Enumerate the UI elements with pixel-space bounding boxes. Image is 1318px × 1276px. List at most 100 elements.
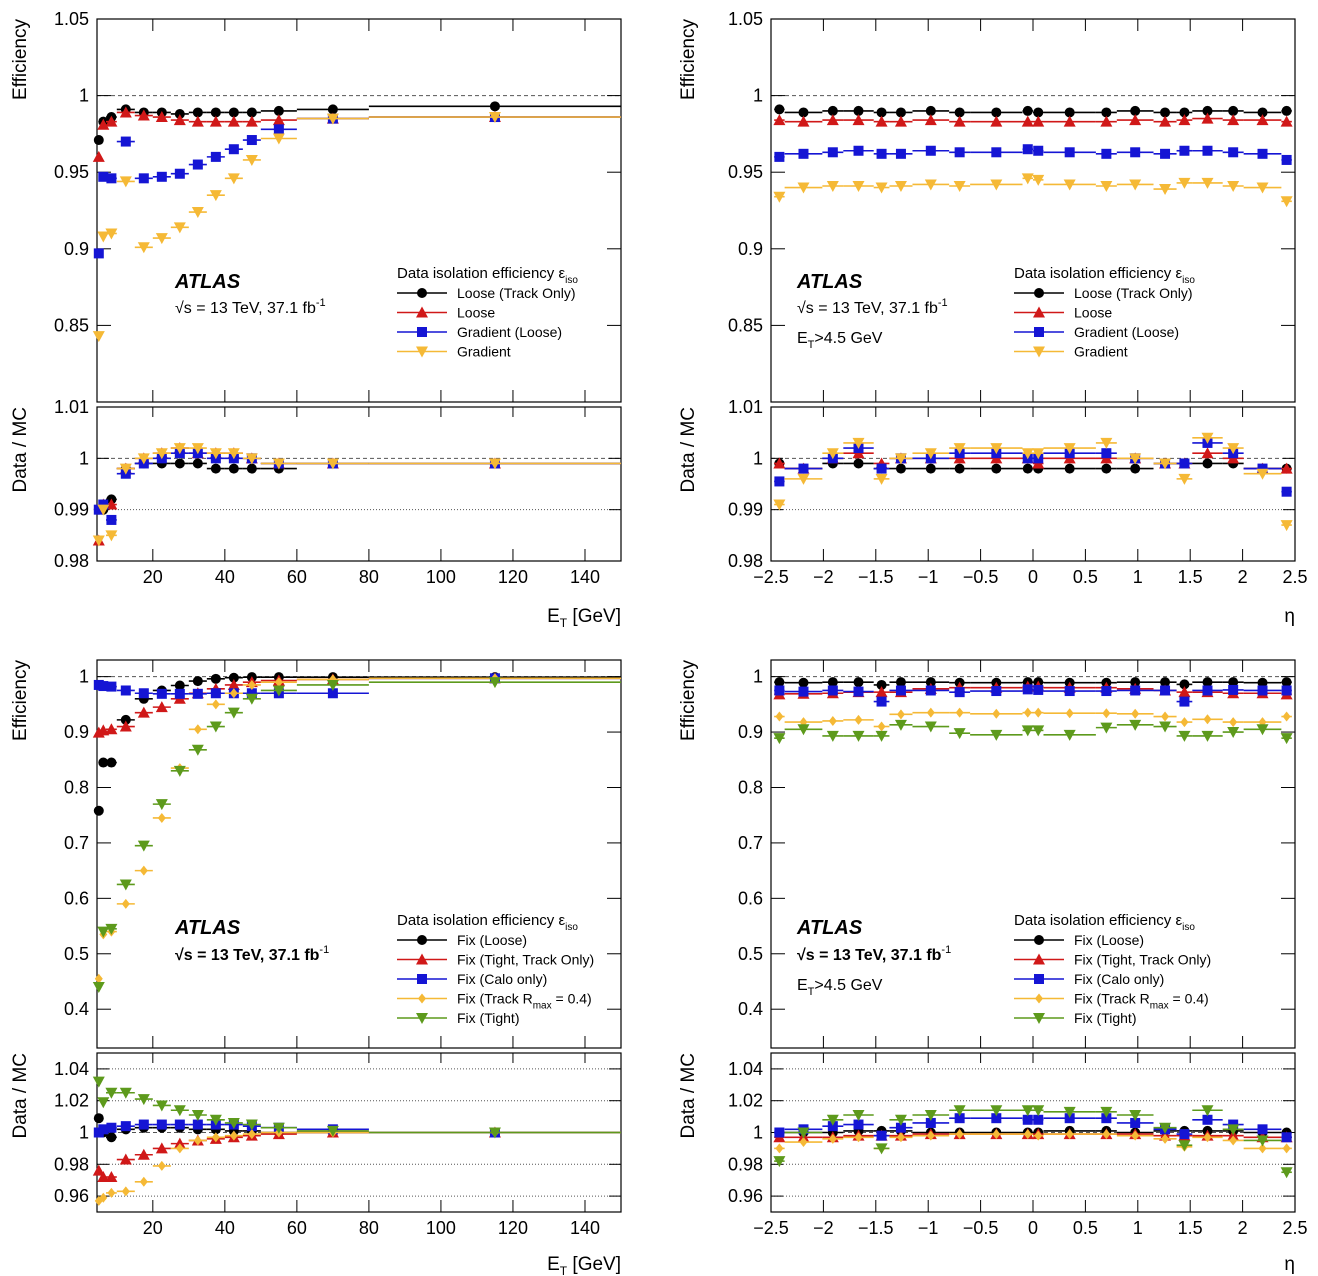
ratio-point — [99, 1192, 108, 1203]
data-point — [1064, 107, 1075, 118]
data-point — [327, 104, 338, 115]
ratio-point — [227, 1117, 240, 1129]
data-point — [1257, 677, 1268, 688]
data-point — [1032, 115, 1045, 127]
data-point — [774, 677, 785, 688]
data-point — [990, 115, 1003, 127]
data-point — [1159, 184, 1172, 196]
legend-label-text: Loose (Track Only) — [457, 285, 576, 301]
data-point — [192, 688, 203, 699]
y-axis-label: Efficiency — [10, 660, 31, 741]
data-point — [174, 688, 185, 699]
data-point — [797, 182, 810, 194]
data-point — [775, 711, 784, 722]
data-point — [106, 757, 117, 768]
data-point — [774, 151, 785, 162]
x-tick-label: −0.5 — [963, 1218, 999, 1238]
data-point — [228, 107, 239, 118]
x-tick-label: 1 — [1133, 1218, 1143, 1238]
ratio-point — [925, 463, 936, 474]
legend-title-subscript: iso — [1182, 275, 1195, 286]
ratio-point — [1032, 1105, 1045, 1117]
data-point — [1101, 107, 1112, 118]
ratio-point — [210, 463, 221, 474]
data-point — [925, 685, 936, 696]
y-tick-label: 1.05 — [728, 9, 763, 29]
data-point — [1064, 686, 1075, 697]
energy-text: √s = 13 TeV, 37.1 fb — [175, 947, 320, 964]
y-tick-label: 0.9 — [738, 722, 763, 742]
data-point — [853, 105, 864, 116]
ratio-point — [173, 1105, 186, 1117]
data-point — [1227, 114, 1240, 126]
ratio-point — [488, 1127, 501, 1139]
et-cut-subscript: T — [808, 339, 815, 351]
ratio-point — [1257, 1124, 1268, 1135]
ratio-y-tick-label: 0.98 — [54, 1154, 89, 1174]
ratio-point — [1256, 468, 1269, 480]
legend-title-subscript: iso — [1182, 922, 1195, 933]
legend-item: Fix (Track Rmax = 0.4) — [397, 991, 592, 1012]
ratio-y-tick-label: 1.02 — [54, 1091, 89, 1111]
ratio-point — [1202, 1114, 1213, 1125]
data-point — [227, 678, 240, 690]
atlas-label: ATLAS — [796, 917, 863, 939]
data-point — [326, 679, 339, 691]
data-point — [192, 107, 203, 118]
data-point — [272, 114, 285, 126]
data-point — [93, 805, 104, 816]
legend-marker — [417, 935, 427, 945]
data-point — [1180, 717, 1189, 728]
energy-superscript: -1 — [941, 944, 951, 956]
legend-item: Gradient — [397, 344, 511, 360]
x-axis-label: ET [GeV] — [547, 1254, 621, 1276]
series-orange — [92, 112, 621, 547]
data-point — [227, 707, 240, 719]
energy-label: √s = 13 TeV, 37.1 fb-1 — [175, 944, 329, 964]
x-tick-label: −2.5 — [753, 1218, 789, 1238]
legend-item: Fix (Tight, Track Only) — [1014, 952, 1211, 968]
data-point — [93, 135, 104, 146]
y-axis-label: Efficiency — [10, 19, 31, 100]
data-point — [876, 107, 887, 118]
data-point — [105, 228, 118, 240]
data-point — [924, 179, 937, 191]
series-blue — [774, 684, 1292, 1143]
et-cut-subscript: T — [808, 986, 815, 998]
ratio-point — [93, 504, 104, 515]
data-point — [876, 696, 887, 707]
ratio-point — [924, 1110, 937, 1122]
legend-label-text: Gradient (Loose) — [1074, 324, 1179, 340]
data-point — [1281, 685, 1292, 696]
ratio-point — [1178, 473, 1191, 485]
series-blue — [774, 144, 1292, 497]
data-point — [773, 114, 786, 126]
ratio-point — [1129, 1110, 1142, 1122]
data-point — [192, 676, 203, 687]
data-point — [896, 709, 905, 720]
ratio-point — [93, 1113, 104, 1124]
data-point — [137, 840, 150, 852]
ratio-point — [192, 458, 203, 469]
data-point — [852, 180, 865, 192]
y-axis-label: Efficiency — [678, 19, 699, 100]
ratio-point — [894, 453, 907, 465]
ratio-point — [894, 1114, 907, 1126]
ratio-point — [245, 453, 258, 465]
ratio-y-tick-label: 1.01 — [54, 397, 89, 417]
x-tick-label: −2 — [813, 567, 834, 587]
ratio-point — [1161, 1133, 1170, 1144]
data-point — [852, 730, 865, 742]
data-point — [925, 145, 936, 156]
ratio-y-tick-label: 1 — [753, 1123, 763, 1143]
x-tick-label: 20 — [143, 567, 163, 587]
legend-label: Fix (Calo only) — [1074, 971, 1164, 987]
data-point — [895, 685, 906, 696]
ratio-y-axis-label: Data / MC — [678, 1053, 699, 1139]
ratio-y-tick-label: 1 — [79, 1123, 89, 1143]
data-point — [827, 677, 838, 688]
panel-top-right: 0.85 0.9 0.95 1 1.05 0.98 0.99 1 1.01 −2.5 −2 −1.5 −… — [678, 9, 1308, 627]
data-point — [895, 677, 906, 688]
